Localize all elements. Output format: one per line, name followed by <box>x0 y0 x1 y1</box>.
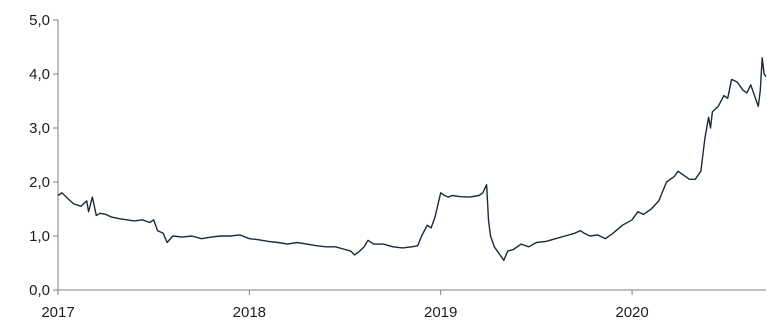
y-tick-label: 1,0 <box>29 228 50 245</box>
y-tick-label: 5,0 <box>29 12 50 29</box>
x-tick-label: 2020 <box>615 304 648 321</box>
x-tick-label: 2018 <box>233 304 266 321</box>
y-tick-label: 2,0 <box>29 174 50 191</box>
series-layer <box>57 57 767 261</box>
y-tick-label: 0,0 <box>29 282 50 299</box>
y-tick-label: 3,0 <box>29 120 50 137</box>
y-axis: 0,0 1,0 2,0 3,0 4,0 5,0 <box>29 12 59 299</box>
series-line <box>57 57 767 261</box>
y-tick-label: 4,0 <box>29 66 50 83</box>
x-tick-label: 2017 <box>41 304 74 321</box>
x-tick-label: 2019 <box>424 304 457 321</box>
x-axis: 2017 2018 2019 2020 <box>41 289 766 321</box>
